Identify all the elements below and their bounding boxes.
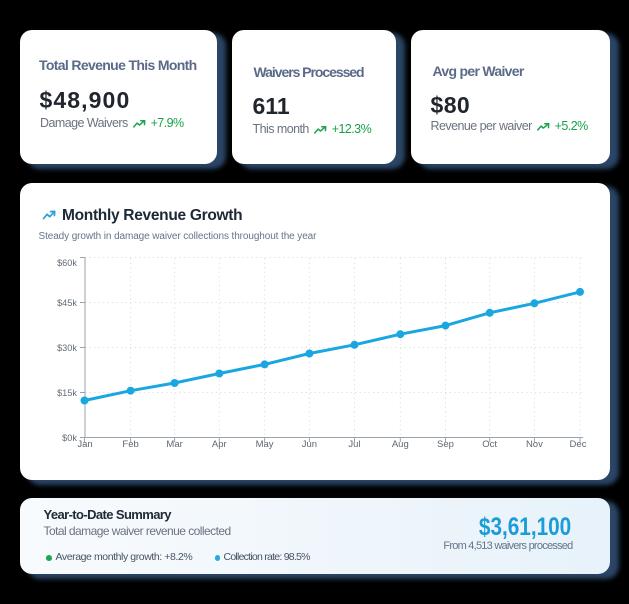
svg-text:Mar: Mar <box>166 439 182 450</box>
svg-text:Sep: Sep <box>437 439 454 450</box>
svg-text:Apr: Apr <box>212 439 227 450</box>
svg-text:Nov: Nov <box>526 439 543 450</box>
svg-text:Jun: Jun <box>302 439 317 450</box>
svg-text:Aug: Aug <box>392 439 409 450</box>
svg-text:$30k: $30k <box>57 343 77 353</box>
svg-text:$15k: $15k <box>57 388 77 398</box>
svg-text:$0k: $0k <box>62 433 77 443</box>
svg-text:Oct: Oct <box>482 439 497 450</box>
svg-text:$45k: $45k <box>57 298 77 308</box>
svg-text:Jul: Jul <box>348 439 360 450</box>
svg-text:Jan: Jan <box>77 439 92 450</box>
svg-text:$60k: $60k <box>57 258 77 268</box>
svg-text:Feb: Feb <box>122 439 138 450</box>
svg-text:May: May <box>256 439 274 450</box>
svg-text:Dec: Dec <box>570 439 587 450</box>
